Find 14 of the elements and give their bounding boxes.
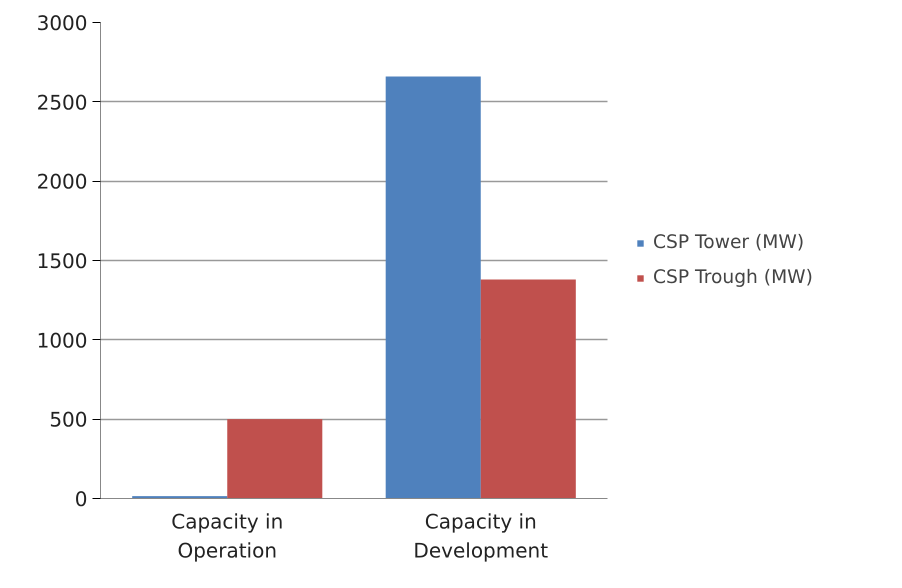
- y-tick-label: 500: [49, 408, 88, 432]
- legend-label: CSP Tower (MW): [653, 232, 804, 253]
- bar: [480, 280, 576, 498]
- y-tick-label: 3000: [36, 11, 88, 35]
- legend-label: CSP Trough (MW): [653, 267, 813, 288]
- x-tick-label: Capacity in Development: [413, 510, 548, 562]
- bar: [227, 419, 322, 498]
- y-tick-label: 1500: [36, 249, 88, 273]
- y-tick-label: 0: [74, 487, 88, 511]
- y-tick-label: 1000: [36, 328, 88, 352]
- x-tick-label: Capacity in Operation: [171, 510, 284, 562]
- y-tick-label: 2500: [36, 90, 88, 114]
- bar: [386, 76, 481, 498]
- y-tick-label: 2000: [36, 170, 88, 194]
